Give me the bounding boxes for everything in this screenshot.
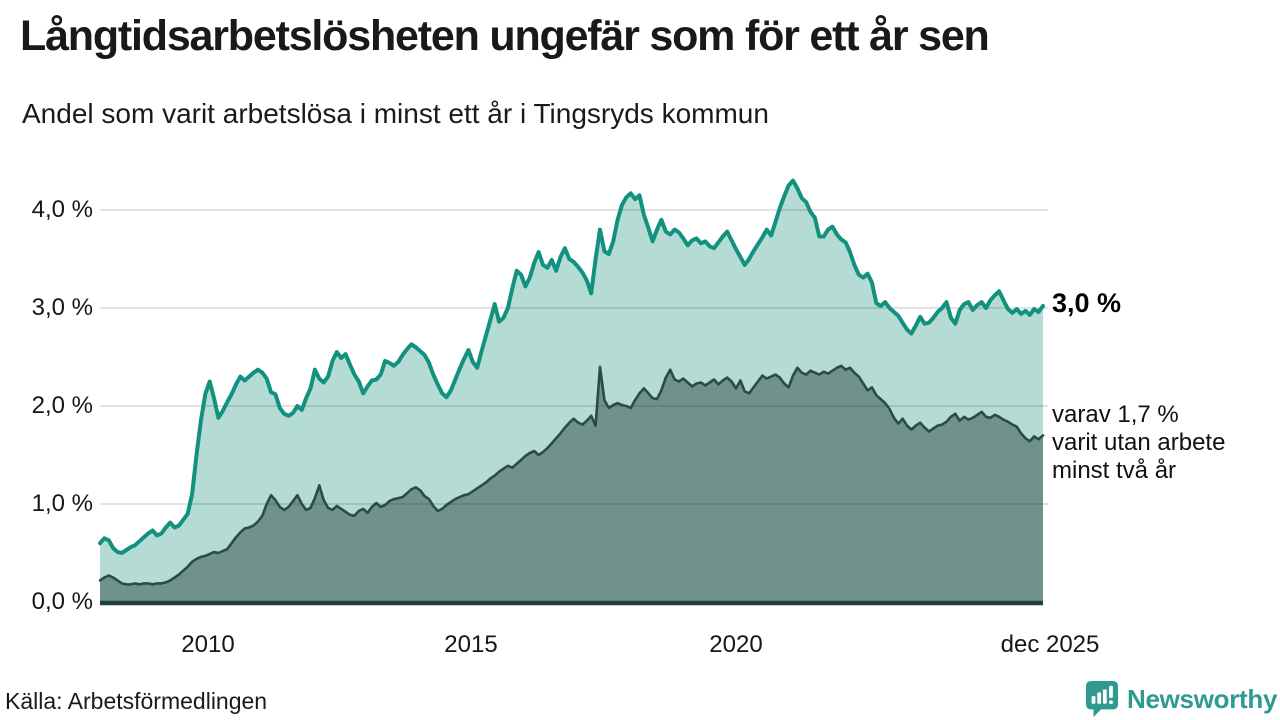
two-year-annotation-line-1: varav 1,7 % (1052, 401, 1179, 428)
page-subtitle: Andel som varit arbetslösa i minst ett å… (22, 98, 769, 129)
x-tick-label-dec-2025: dec 2025 (1000, 631, 1100, 658)
two-year-area-fill (100, 365, 1043, 602)
newsworthy-chart-bubble-icon (1085, 681, 1119, 717)
total-value-annotation: 3,0 % (1052, 288, 1122, 318)
two-year-annotation-line-3: minst två år (1052, 457, 1177, 484)
y-tick-label-4: 4,0 % (31, 196, 93, 223)
y-tick-label-3: 3,0 % (31, 294, 93, 321)
two-year-annotation-line-2: varit utan arbete (1052, 429, 1226, 456)
x-tick-label-2020: 2020 (709, 631, 763, 658)
y-tick-label-0: 0,0 % (31, 588, 93, 615)
y-tick-label-2: 2,0 % (31, 392, 93, 419)
newsworthy-logo: Newsworthy (1085, 679, 1277, 719)
y-tick-label-1: 1,0 % (31, 490, 93, 517)
brand-wordmark: Newsworthy (1127, 683, 1278, 714)
page-title: Långtidsarbetslösheten ungefär som för e… (20, 12, 990, 60)
x-tick-label-2015: 2015 (444, 631, 498, 658)
x-tick-label-2010: 2010 (181, 631, 235, 658)
two-year-value-annotation: varav 1,7 % varit utan arbete minst två … (1052, 401, 1225, 485)
total-line (98, 178, 1045, 555)
two-year-line (98, 364, 1045, 586)
source-note: Källa: Arbetsförmedlingen (5, 688, 268, 714)
